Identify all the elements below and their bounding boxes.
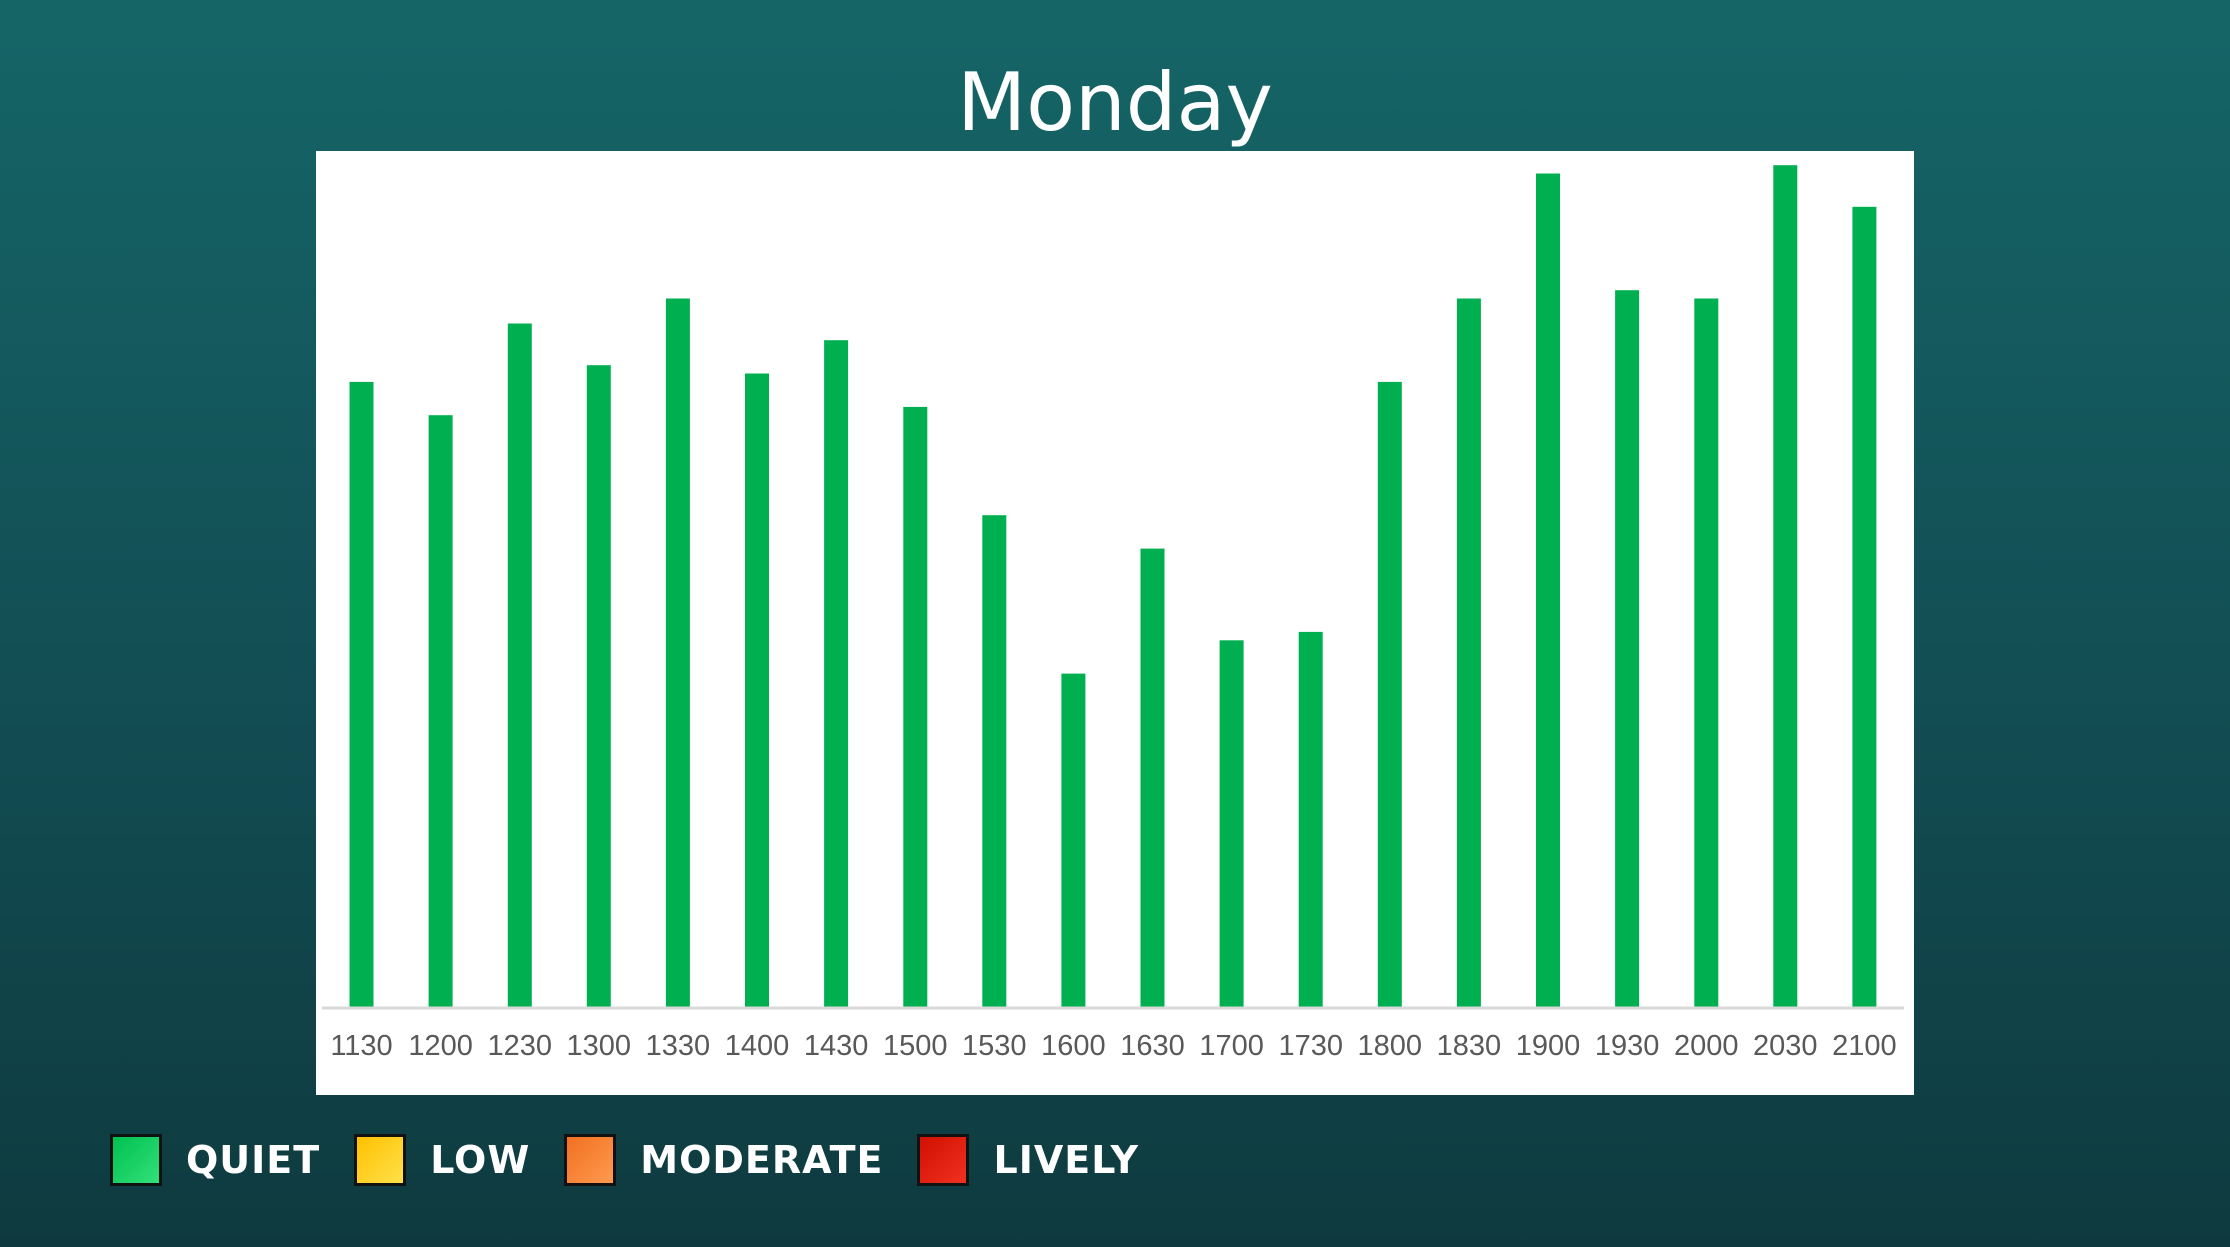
x-tick-label-1900: 1900 xyxy=(1516,1030,1581,1062)
x-tick-label-1200: 1200 xyxy=(408,1030,473,1062)
legend-item-low: LOW xyxy=(354,1134,530,1186)
x-tick-label-1930: 1930 xyxy=(1595,1030,1660,1062)
bar-1200 xyxy=(428,415,453,1007)
bar-1830 xyxy=(1456,298,1481,1007)
x-tick-label-2000: 2000 xyxy=(1674,1030,1739,1062)
x-tick-label-1300: 1300 xyxy=(567,1030,632,1062)
legend-swatch-lively xyxy=(917,1134,970,1186)
bar-1230 xyxy=(507,323,532,1007)
legend-label-moderate: MODERATE xyxy=(640,1138,884,1182)
x-tick-label-2030: 2030 xyxy=(1753,1030,1818,1062)
bar-1530 xyxy=(982,515,1007,1007)
bar-1630 xyxy=(1140,548,1165,1007)
x-tick-label-1800: 1800 xyxy=(1358,1030,1423,1062)
legend-swatch-low xyxy=(354,1134,407,1186)
legend-swatch-quiet xyxy=(110,1134,162,1186)
bar-series xyxy=(349,165,1877,1008)
legend-item-lively: LIVELY xyxy=(917,1134,1139,1186)
x-tick-label-1430: 1430 xyxy=(804,1030,869,1062)
bar-1430 xyxy=(824,340,849,1007)
bar-2000 xyxy=(1694,298,1719,1007)
bar-1700 xyxy=(1219,640,1244,1007)
x-axis-tick-labels: 1130 1200 1230 1300 1330 1400 1430 1500 1530 1600… xyxy=(330,1030,1896,1062)
x-tick-label-1500: 1500 xyxy=(883,1030,948,1062)
x-tick-label-1730: 1730 xyxy=(1278,1030,1343,1062)
x-tick-label-1630: 1630 xyxy=(1120,1030,1185,1062)
bar-1500 xyxy=(903,406,928,1007)
x-tick-label-1700: 1700 xyxy=(1199,1030,1264,1062)
legend-swatch-moderate xyxy=(564,1134,617,1186)
legend-label-quiet: QUIET xyxy=(186,1138,321,1182)
bar-2100 xyxy=(1852,206,1877,1008)
x-tick-label-1230: 1230 xyxy=(488,1030,553,1062)
legend-item-quiet: QUIET xyxy=(110,1134,320,1186)
legend-label-low: LOW xyxy=(430,1138,531,1182)
bar-1400 xyxy=(745,373,769,1007)
legend: QUIET LOW MODERATE LIVELY xyxy=(110,1130,1173,1190)
x-tick-label-1600: 1600 xyxy=(1041,1030,1106,1062)
bar-chart: 1130 1200 1230 1300 1330 1400 1430 1500 1530 1600… xyxy=(322,165,1904,1062)
legend-label-lively: LIVELY xyxy=(993,1138,1140,1182)
bar-1800 xyxy=(1377,381,1402,1007)
x-tick-label-1330: 1330 xyxy=(646,1030,711,1062)
bar-1330 xyxy=(665,298,690,1007)
x-tick-label-1130: 1130 xyxy=(330,1030,392,1062)
bar-1900 xyxy=(1536,173,1560,1007)
bar-1300 xyxy=(586,365,611,1007)
chart-title: Monday xyxy=(957,56,1273,149)
chart-panel: 1130 1200 1230 1300 1330 1400 1430 1500 1530 1600… xyxy=(316,151,1914,1095)
bar-1600 xyxy=(1061,673,1086,1007)
x-tick-label-1530: 1530 xyxy=(962,1030,1027,1062)
bar-1930 xyxy=(1615,290,1640,1007)
bar-1730 xyxy=(1298,631,1323,1007)
x-tick-label-1400: 1400 xyxy=(725,1030,790,1062)
x-tick-label-1830: 1830 xyxy=(1437,1030,1502,1062)
bar-2030 xyxy=(1773,165,1798,1007)
x-tick-label-2100: 2100 xyxy=(1832,1030,1897,1062)
legend-item-moderate: MODERATE xyxy=(564,1134,883,1186)
bar-1130 xyxy=(349,381,374,1007)
